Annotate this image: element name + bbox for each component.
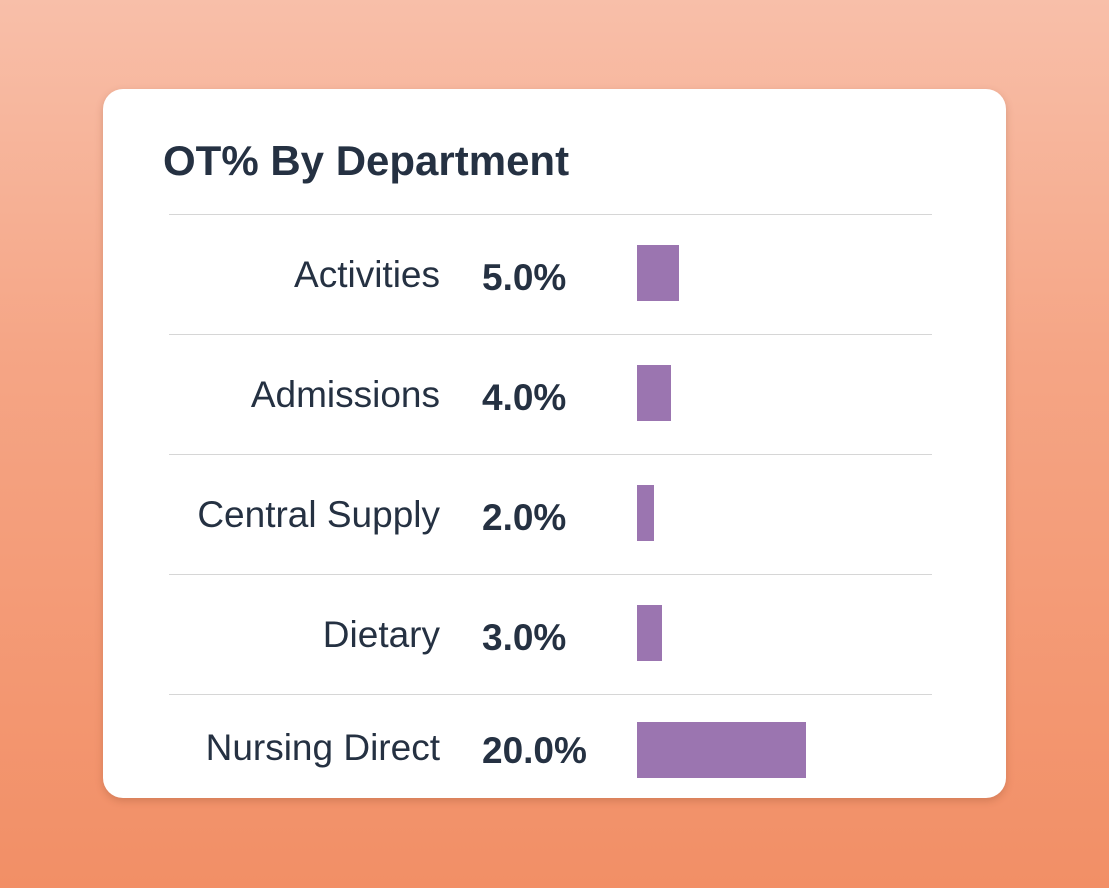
bar-nursing-direct <box>637 722 806 778</box>
chart-title: OT% By Department <box>163 137 570 184</box>
value-label: 4.0% <box>482 377 567 418</box>
category-label: Activities <box>294 254 440 295</box>
bar-admissions <box>637 365 671 421</box>
category-label: Dietary <box>322 614 440 655</box>
bar-activities <box>637 245 679 301</box>
category-label: Nursing Direct <box>205 727 440 768</box>
bar-dietary <box>637 605 662 661</box>
chart-card: OT% By Department Activities 5.0% Admissio… <box>103 89 1006 798</box>
bar-central-supply <box>637 485 654 541</box>
row-divider <box>169 574 932 575</box>
row-divider <box>169 334 932 335</box>
value-label: 5.0% <box>482 257 567 298</box>
value-label: 2.0% <box>482 497 567 538</box>
row-divider <box>169 214 932 215</box>
value-label: 3.0% <box>482 617 567 658</box>
category-label: Central Supply <box>197 494 440 535</box>
category-label: Admissions <box>250 374 440 415</box>
row-divider <box>169 454 932 455</box>
value-label: 20.0% <box>482 730 587 771</box>
row-divider <box>169 694 932 695</box>
